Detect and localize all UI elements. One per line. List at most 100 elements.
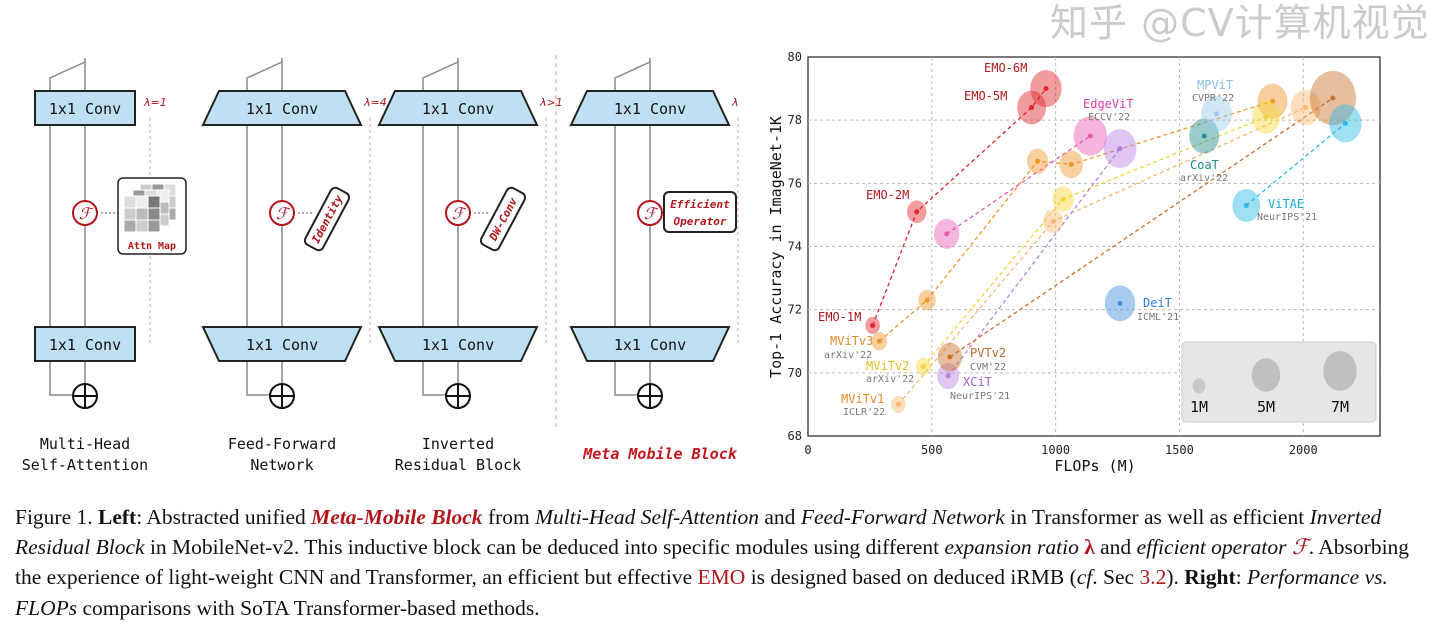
caption-F: ℱ (1286, 535, 1309, 560)
series-label: MViTv2 (866, 359, 909, 373)
y-axis-label: Top-1 Accuracy in ImageNet-1K (767, 116, 785, 378)
point-deit (1117, 300, 1123, 306)
point-xcit (945, 373, 951, 379)
watermark: 知乎 @CV计算机视觉 (1050, 1, 1430, 45)
block-column: 1x1 Conv 1x1 Conv λ=4 ℱ Identity Feed-Forward… (201, 58, 387, 474)
x-tick-label: 1500 (1165, 443, 1194, 457)
block-name: Network (250, 456, 313, 474)
y-tick-label: 70 (788, 366, 802, 380)
y-tick-label: 72 (788, 303, 802, 317)
skip-connection (246, 61, 283, 396)
conv-reduce (377, 326, 539, 362)
conv-reduce (201, 326, 363, 362)
legend-bubble (1251, 358, 1281, 392)
y-tick-label: 80 (788, 50, 802, 64)
conv-expand (377, 90, 539, 126)
skip-connection (422, 61, 459, 396)
attn-cell (147, 207, 161, 221)
block-name: Self-Attention (22, 456, 148, 474)
emo-label: EMO-5M (964, 89, 1007, 103)
point-mvitv2 (920, 364, 926, 370)
caption-mhsa: Multi-Head Self-Attention (535, 505, 760, 529)
attn-cell (135, 195, 149, 209)
lambda-label: λ>1 (539, 96, 563, 109)
venue-label: CVPR'22 (1192, 93, 1234, 104)
attn-cell (147, 219, 161, 233)
point-mvitv1 (1050, 218, 1056, 224)
series-label: ViTAE (1268, 197, 1304, 211)
attn-cell (123, 219, 137, 233)
point-mvitv3 (1035, 158, 1041, 164)
caption-emo: EMO (697, 565, 746, 590)
attn-cell (147, 195, 161, 209)
f-symbol: ℱ (79, 204, 95, 223)
series-label: MPViT (1197, 78, 1233, 92)
emo-label: EMO-1M (818, 310, 861, 324)
emo-label: EMO-6M (984, 61, 1027, 75)
point-emo (914, 209, 920, 215)
caption-cf: cf (1076, 565, 1093, 590)
skip-connection (49, 61, 86, 396)
point-mvitv3 (1068, 161, 1074, 167)
point-mvitv1 (895, 401, 901, 407)
f-symbol: ℱ (276, 204, 292, 223)
caption-mmb: Meta-Mobile Block (311, 505, 483, 529)
attn-cell (135, 219, 149, 233)
skip-connection (614, 61, 651, 396)
series-label: DeiT (1143, 296, 1172, 310)
y-tick-label: 78 (788, 113, 802, 127)
series-label: EdgeViT (1083, 97, 1134, 111)
caption-text: in Transformer as well as efficient (1004, 505, 1310, 529)
point-mvitv3 (1270, 98, 1276, 104)
attn-cell (135, 207, 149, 221)
conv-label: 1x1 Conv (49, 336, 121, 354)
venue-label: ICML'21 (1137, 312, 1179, 323)
point-mvitv1 (1303, 105, 1309, 111)
series-line-emo (872, 88, 1047, 326)
caption-label: Figure 1. (15, 505, 93, 529)
caption-ffn: Feed-Forward Network (800, 505, 1005, 529)
caption-eff: efficient operator (1136, 535, 1287, 560)
caption-text: . Sec (1092, 565, 1140, 590)
section-link[interactable]: 3.2 (1139, 565, 1167, 590)
operator-frame (303, 186, 351, 252)
series-label: MViTv1 (841, 392, 884, 406)
series-line-pvtv2 (949, 97, 1334, 358)
figure: 1x1 Conv 1x1 Conv λ=1 ℱ Attn Map Multi-Head Se… (22, 50, 1381, 475)
block-diagram: 1x1 Conv 1x1 Conv λ=1 ℱ Attn Map Multi-Head Se… (22, 55, 739, 474)
conv-expand (34, 90, 136, 126)
caption-left: Left (98, 505, 137, 529)
attn-cell (123, 195, 137, 209)
block-column: 1x1 Conv 1x1 Conv λ>1 ℱ DW-Conv Inverted Resid… (377, 58, 563, 474)
f-symbol: ℱ (644, 204, 660, 223)
y-tick-label: 76 (788, 176, 802, 190)
operator-box: Identity (303, 186, 351, 252)
lambda-label: λ (731, 96, 739, 109)
legend-label: 5M (1257, 398, 1275, 416)
series-line-vitae (1245, 122, 1346, 206)
operator-frame (479, 186, 527, 252)
y-tick-label: 74 (788, 240, 802, 254)
operator-f-icon (269, 200, 295, 226)
operator-frame (663, 191, 737, 233)
venue-label: ICLR'22 (843, 407, 885, 418)
caption-exp: expansion ratio (944, 535, 1079, 560)
conv-expand (201, 90, 363, 126)
caption-text: : (1235, 565, 1247, 590)
point-mvitv3 (924, 297, 930, 303)
point-edgevit (1087, 133, 1093, 139)
venue-label: arXiv'22 (824, 350, 872, 361)
operator-f-icon (72, 200, 98, 226)
caption-text: : Abstracted unified (136, 505, 312, 529)
caption-text: . Absorbing the experience of light-weig… (15, 535, 1410, 590)
attn-cell (123, 207, 137, 221)
block-name: Multi-Head (40, 435, 130, 453)
legend-bubble (1323, 351, 1357, 391)
series-label: PVTv2 (970, 346, 1006, 360)
conv-label: 1x1 Conv (422, 100, 494, 118)
f-symbol: ℱ (452, 204, 468, 223)
y-tick-label: 68 (788, 429, 802, 443)
caption-lambda: λ (1078, 535, 1095, 560)
lambda-label: λ=1 (143, 96, 167, 109)
operator-label: Efficient (670, 198, 730, 211)
